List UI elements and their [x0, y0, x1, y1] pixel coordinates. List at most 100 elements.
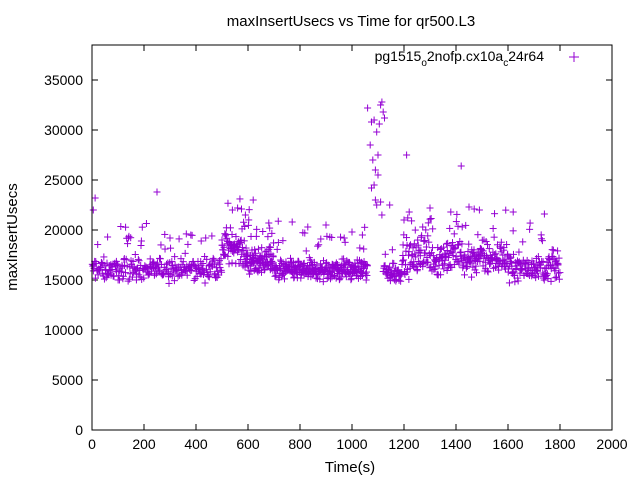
data-point	[206, 268, 214, 276]
data-point	[426, 215, 434, 223]
data-point	[374, 151, 382, 159]
data-point	[490, 233, 498, 241]
data-point	[366, 141, 374, 149]
data-point	[209, 254, 217, 262]
data-point	[132, 265, 140, 273]
data-point	[91, 194, 99, 202]
data-point	[543, 270, 551, 278]
data-point	[290, 273, 298, 281]
data-point	[94, 241, 102, 249]
data-point	[154, 268, 162, 276]
data-point	[264, 233, 272, 241]
data-point	[347, 276, 355, 284]
data-point	[464, 248, 472, 256]
data-point	[120, 255, 128, 263]
data-point	[556, 269, 564, 277]
data-point	[427, 214, 435, 222]
data-point	[491, 210, 499, 218]
data-point	[451, 245, 459, 253]
data-point	[277, 256, 285, 264]
data-point	[501, 255, 509, 263]
data-point	[537, 235, 545, 243]
data-point	[440, 260, 448, 268]
data-point	[455, 260, 463, 268]
data-point	[274, 239, 282, 247]
data-point	[115, 272, 123, 280]
data-point	[348, 228, 356, 236]
data-point	[419, 223, 427, 231]
data-point	[241, 222, 249, 230]
data-point	[132, 276, 140, 284]
data-point	[410, 240, 418, 248]
data-point	[265, 219, 273, 227]
data-point	[461, 271, 469, 279]
data-point	[363, 262, 371, 270]
data-point	[553, 259, 561, 267]
data-point	[288, 218, 296, 226]
data-point	[458, 240, 466, 248]
data-point	[122, 223, 130, 231]
data-point	[503, 241, 511, 249]
data-point	[320, 270, 328, 278]
data-point	[149, 258, 157, 266]
data-point	[403, 234, 411, 242]
x-tick-label: 1800	[544, 436, 575, 452]
y-axis-title: maxInsertUsecs	[4, 183, 21, 291]
data-point	[258, 244, 266, 252]
data-point	[419, 263, 427, 271]
data-point	[446, 224, 454, 232]
data-point	[443, 266, 451, 274]
data-point	[163, 260, 171, 268]
data-point	[405, 208, 413, 216]
data-point	[554, 260, 562, 268]
data-point	[322, 221, 330, 229]
data-point	[142, 220, 150, 228]
data-point	[89, 206, 97, 214]
data-point	[179, 258, 187, 266]
data-point	[336, 275, 344, 283]
data-point	[117, 223, 125, 231]
data-point	[140, 274, 148, 282]
data-point	[203, 255, 211, 263]
data-point	[327, 268, 335, 276]
data-point	[314, 242, 322, 250]
y-tick-label: 35000	[44, 72, 83, 88]
data-point	[403, 151, 411, 159]
data-point	[183, 271, 191, 279]
data-point	[395, 276, 403, 284]
data-point	[412, 253, 420, 261]
legend-marker	[569, 52, 579, 62]
data-point	[115, 276, 123, 284]
data-point	[514, 277, 522, 285]
data-point	[181, 249, 189, 257]
data-point	[240, 237, 248, 245]
data-point	[121, 269, 129, 277]
data-point	[452, 253, 460, 261]
data-point	[509, 250, 517, 258]
data-point	[153, 259, 161, 267]
legend-label: pg1515o2nofp.cx10ac24r64	[375, 48, 545, 69]
data-point	[128, 273, 136, 281]
data-point	[221, 251, 229, 259]
data-point	[400, 216, 408, 224]
data-point	[377, 198, 385, 206]
data-point	[208, 232, 216, 240]
data-point	[472, 262, 480, 270]
data-point	[360, 245, 368, 253]
y-tick-label: 0	[75, 422, 83, 438]
data-point	[555, 275, 563, 283]
data-point	[476, 257, 484, 265]
data-point	[153, 188, 161, 196]
data-point	[252, 232, 260, 240]
data-point	[475, 206, 483, 214]
data-point	[188, 231, 196, 239]
data-point	[113, 260, 121, 268]
data-point	[489, 225, 497, 233]
data-point	[453, 210, 461, 218]
data-points	[88, 98, 564, 287]
y-tick-label: 5000	[52, 372, 83, 388]
data-point	[497, 244, 505, 252]
data-point	[220, 243, 228, 251]
data-point	[124, 240, 132, 248]
